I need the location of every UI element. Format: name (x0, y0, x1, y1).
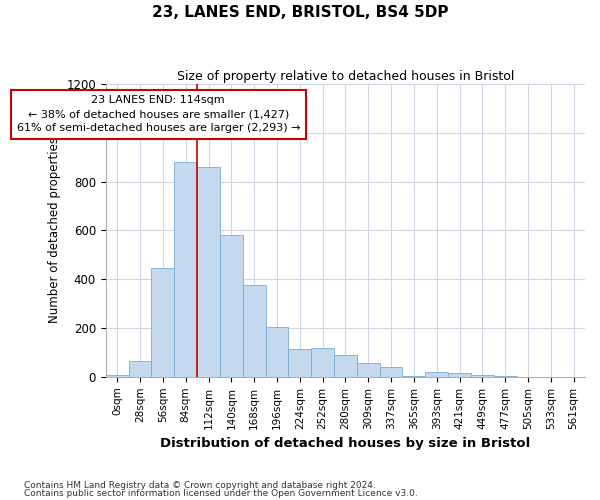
Bar (380, 366, 403, 377)
Bar (266, 327, 289, 377)
Title: Size of property relative to detached houses in Bristol: Size of property relative to detached ho… (177, 70, 514, 83)
Bar (106, 375, 128, 377)
X-axis label: Distribution of detached houses by size in Bristol: Distribution of detached houses by size … (160, 437, 530, 450)
Text: 23 LANES END: 114sqm
← 38% of detached houses are smaller (1,427)
61% of semi-de: 23 LANES END: 114sqm ← 38% of detached h… (17, 95, 300, 133)
Bar (471, 375, 494, 377)
Bar (357, 364, 380, 377)
Bar (243, 286, 266, 377)
Bar (311, 348, 334, 377)
Bar (425, 372, 448, 377)
Bar (128, 361, 151, 377)
Y-axis label: Number of detached properties: Number of detached properties (48, 138, 61, 324)
Bar (403, 376, 425, 377)
Text: 23, LANES END, BRISTOL, BS4 5DP: 23, LANES END, BRISTOL, BS4 5DP (152, 5, 448, 20)
Bar (448, 373, 471, 377)
Bar (334, 356, 357, 377)
Text: Contains public sector information licensed under the Open Government Licence v3: Contains public sector information licen… (24, 489, 418, 498)
Bar (174, 162, 197, 377)
Bar (197, 167, 220, 377)
Bar (151, 268, 174, 377)
Bar (220, 236, 243, 377)
Bar (289, 349, 311, 377)
Text: Contains HM Land Registry data © Crown copyright and database right 2024.: Contains HM Land Registry data © Crown c… (24, 480, 376, 490)
